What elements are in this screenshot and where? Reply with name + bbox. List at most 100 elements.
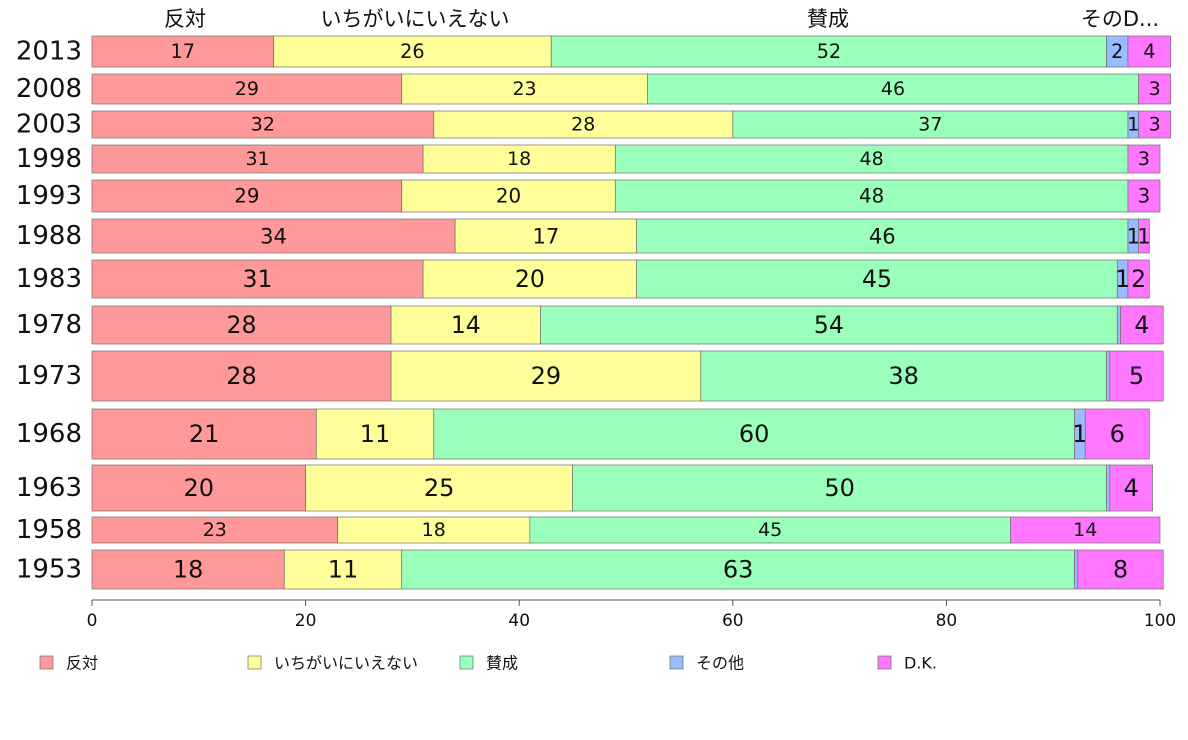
legend-swatch	[877, 655, 892, 670]
data-label: 18	[422, 519, 446, 541]
data-label: 54	[814, 311, 844, 339]
data-label: 45	[862, 265, 892, 293]
bar-segment	[273, 35, 552, 68]
data-label: 31	[243, 265, 273, 293]
bar-segment	[1127, 144, 1161, 174]
data-label: 1	[1127, 114, 1139, 136]
bar-segment	[1116, 305, 1121, 345]
bar-segment	[1074, 549, 1079, 590]
year-label: 1988	[16, 221, 82, 251]
bar-segment	[1077, 549, 1164, 590]
x-tick-label: 20	[295, 611, 317, 631]
data-label: 26	[400, 40, 424, 63]
legend-label: 賛成	[486, 654, 518, 673]
legend-label: いちがいにいえない	[274, 654, 418, 673]
data-label: 1	[1127, 224, 1140, 249]
bar-segment	[91, 305, 392, 345]
data-label: 1	[1137, 224, 1150, 249]
legend-swatch	[247, 655, 262, 670]
legend-label: D.K.	[904, 654, 937, 673]
data-label: 48	[860, 148, 884, 170]
bar-segment	[700, 350, 1107, 402]
header-label: 賛成	[807, 7, 849, 31]
bar-segment	[91, 350, 392, 402]
data-label: 45	[758, 519, 782, 541]
bar-segment	[1106, 464, 1111, 512]
data-label: 8	[1113, 556, 1128, 584]
bars: 17 26 52 2 429 23 46 332 28 37 1 331 18 48 329 20 48 334 1…	[91, 35, 1172, 590]
data-label: 2	[1111, 40, 1123, 63]
bar-segment	[636, 259, 1118, 299]
bar-segment	[305, 464, 573, 512]
data-label: 23	[512, 78, 536, 100]
data-label: 34	[260, 224, 287, 249]
bar-segment	[390, 350, 702, 402]
year-label: 1958	[16, 515, 82, 545]
bar-segment	[433, 110, 734, 139]
data-label: 32	[251, 114, 275, 136]
data-label: 28	[227, 311, 257, 339]
bar-segment	[1084, 408, 1150, 460]
data-label: 3	[1138, 148, 1150, 170]
data-label: 14	[1073, 519, 1097, 541]
data-label: 21	[189, 420, 220, 448]
bar-segment	[1127, 179, 1161, 213]
data-label: 6	[1110, 420, 1125, 448]
data-label: 23	[203, 519, 227, 541]
data-label: 3	[1149, 78, 1161, 100]
y-axis-labels: 2013 2008 2003 1998 1993 1988 1983 1978 1973 1968…	[16, 37, 82, 585]
data-label: 1	[1115, 265, 1130, 293]
data-label: 50	[824, 474, 855, 502]
data-label: 4	[1134, 311, 1149, 339]
x-axis: 0 20 40 60 80 100	[87, 599, 1176, 631]
bar-segment	[732, 110, 1129, 139]
bar-segment	[614, 144, 1129, 174]
data-label: 29	[234, 185, 259, 208]
data-label: 46	[881, 78, 905, 100]
bar-segment	[1138, 73, 1172, 105]
data-label: 1	[1072, 420, 1087, 448]
data-label: 37	[918, 114, 942, 136]
data-label: 11	[328, 556, 359, 584]
year-label: 2008	[16, 74, 82, 104]
bar-segment	[636, 218, 1129, 254]
data-label: 20	[515, 265, 545, 293]
x-tick-label: 100	[1144, 611, 1176, 631]
bar-segment	[1120, 305, 1164, 345]
bar-segment	[1109, 464, 1153, 512]
bar-segment	[91, 549, 285, 590]
year-label: 1953	[16, 555, 82, 585]
header-labels: 反対 いちがいにいえない 賛成 そのD...	[164, 7, 1159, 31]
data-label: 18	[507, 148, 531, 170]
data-label: 52	[817, 40, 841, 63]
year-label: 1968	[16, 419, 82, 449]
bar-segment	[1106, 350, 1111, 402]
x-tick-label: 80	[936, 611, 958, 631]
data-label: 17	[532, 224, 559, 249]
year-label: 1973	[16, 361, 82, 391]
data-label: 38	[888, 362, 919, 390]
legend-label: その他	[696, 654, 744, 673]
bar-segment	[1127, 259, 1150, 299]
data-label: 63	[723, 556, 754, 584]
bar-segment	[1138, 110, 1172, 139]
legend-swatch	[39, 655, 54, 670]
data-label: 4	[1124, 474, 1139, 502]
header-label: いちがいにいえない	[321, 7, 510, 31]
data-label: 2	[1131, 265, 1146, 293]
bar-segment	[91, 408, 317, 460]
bar-segment	[614, 179, 1129, 213]
data-label: 20	[184, 474, 215, 502]
bar-segment	[401, 73, 648, 105]
data-label: 28	[226, 362, 257, 390]
bar-segment	[91, 35, 274, 68]
data-label: 25	[424, 474, 455, 502]
legend-swatch	[459, 655, 474, 670]
bar-segment	[422, 144, 616, 174]
bar-segment	[401, 179, 616, 213]
bar-segment	[647, 73, 1139, 105]
data-label: 5	[1129, 362, 1144, 390]
bar-segment	[422, 259, 638, 299]
